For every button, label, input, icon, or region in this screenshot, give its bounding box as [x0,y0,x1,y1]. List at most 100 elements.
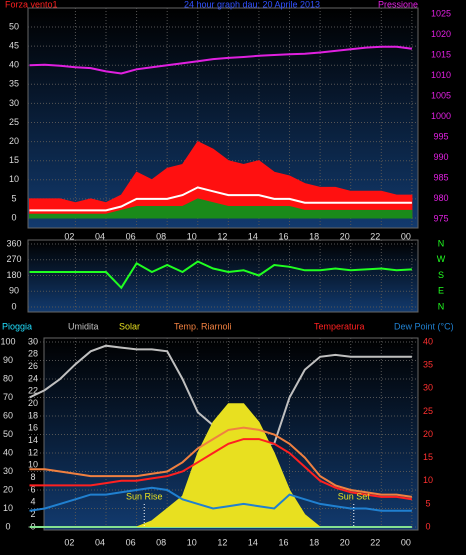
x-tick-label: 06 [126,231,136,241]
y-tick-label: 35 [9,79,19,89]
y2-tick-label: 1020 [431,29,451,39]
y2-tick-label: 30 [423,383,433,393]
x-tick-label: 20 [340,231,350,241]
wind-label: Forza vento1 [5,0,58,9]
y2-tick-label: S [438,270,444,280]
y3-tick-label: 6 [30,484,35,494]
y2-tick-label: N [438,238,445,248]
y3-tick-label: 26 [28,361,38,371]
x-tick-label: 08 [156,231,166,241]
legend-entry: Solar [119,321,140,331]
y2-tick-label: 0 [425,521,430,531]
y2-tick-label: 995 [433,131,448,141]
x-tick-label: 14 [248,231,258,241]
x-tick-label: 04 [95,231,105,241]
x-tick-label: 06 [126,537,136,547]
series-area [29,403,412,528]
y2-tick-label: 1005 [431,90,451,100]
series-line [29,426,413,498]
y3-tick-label: 10 [28,460,38,470]
series-line [29,486,412,512]
y-tick-label: 0 [5,521,10,531]
y3-tick-label: 18 [28,410,38,420]
annotation: Sun Set [338,491,371,501]
x-tick-label: 12 [217,537,227,547]
y2-tick-label: W [437,254,446,264]
y2-tick-label: 1000 [431,111,451,121]
y3-tick-label: 2 [30,509,35,519]
legend-entry: Dew Point (°C) [394,321,454,331]
y-tick-label: 80 [3,373,13,383]
x-tick-label: 10 [187,537,197,547]
y3-tick-label: 12 [28,447,38,457]
legend-entry: Temperatura [314,321,365,331]
y2-tick-label: 15 [423,452,433,462]
y-tick-label: 30 [9,98,19,108]
y-tick-label: 90 [3,355,13,365]
x-tick-label: 14 [248,537,258,547]
x-tick-label: 04 [95,537,105,547]
y3-tick-label: 28 [28,349,38,359]
y2-tick-label: 40 [423,336,433,346]
y2-tick-label: E [438,286,444,296]
y-tick-label: 25 [9,117,19,127]
y-tick-label: 90 [9,286,19,296]
x-tick-label: 02 [64,231,74,241]
x-tick-label: 00 [401,231,411,241]
y2-tick-label: 990 [433,152,448,162]
x-tick-label: 16 [279,231,289,241]
y2-tick-label: 10 [423,475,433,485]
y-tick-label: 20 [9,136,19,146]
y2-tick-label: 980 [433,193,448,203]
y-tick-label: 45 [9,40,19,50]
y3-tick-label: 16 [28,423,38,433]
y3-tick-label: 20 [28,398,38,408]
series-area [29,198,413,219]
y3-tick-label: 4 [30,497,35,507]
y-tick-label: 50 [9,21,19,31]
y-tick-label: 10 [3,503,13,513]
y2-tick-label: 975 [433,213,448,223]
chart-title: 24 hour graph dau: 20 Aprile 2013 [184,0,320,9]
y2-tick-label: 985 [433,172,448,182]
y2-tick-label: N [438,301,445,311]
x-tick-label: 12 [217,231,227,241]
y-tick-label: 10 [9,174,19,184]
y2-tick-label: 1010 [431,70,451,80]
x-tick-label: 22 [370,231,380,241]
y2-tick-label: 1025 [431,8,451,18]
series-line [29,260,412,290]
y-tick-label: 100 [0,336,15,346]
y-tick-label: 60 [3,410,13,420]
y-tick-label: 5 [11,193,16,203]
series-line [29,186,412,212]
y-tick-label: 70 [3,392,13,402]
y-tick-label: 50 [3,429,13,439]
y-tick-label: 15 [9,155,19,165]
y-tick-label: 360 [6,238,21,248]
y-tick-label: 270 [6,254,21,264]
y-tick-label: 40 [3,447,13,457]
x-tick-label: 00 [401,537,411,547]
y2-tick-label: 25 [423,406,433,416]
y3-tick-label: 30 [28,336,38,346]
y3-tick-label: 8 [30,472,35,482]
series-line [29,438,413,501]
x-tick-label: 16 [279,537,289,547]
y2-tick-label: 1015 [431,49,451,59]
annotation: Sun Rise [126,491,163,501]
x-tick-label: 02 [64,537,74,547]
x-tick-label: 18 [309,537,319,547]
y3-tick-label: 22 [28,386,38,396]
series-line [29,45,413,75]
x-tick-label: 08 [156,537,166,547]
legend-entry: Temp. Riarnoli [174,321,232,331]
x-tick-label: 20 [340,537,350,547]
y2-tick-label: 35 [423,360,433,370]
y3-tick-label: 14 [28,435,38,445]
y-tick-label: 20 [3,484,13,494]
x-tick-label: 22 [370,537,380,547]
x-tick-label: 18 [309,231,319,241]
y-tick-label: 0 [11,212,16,222]
